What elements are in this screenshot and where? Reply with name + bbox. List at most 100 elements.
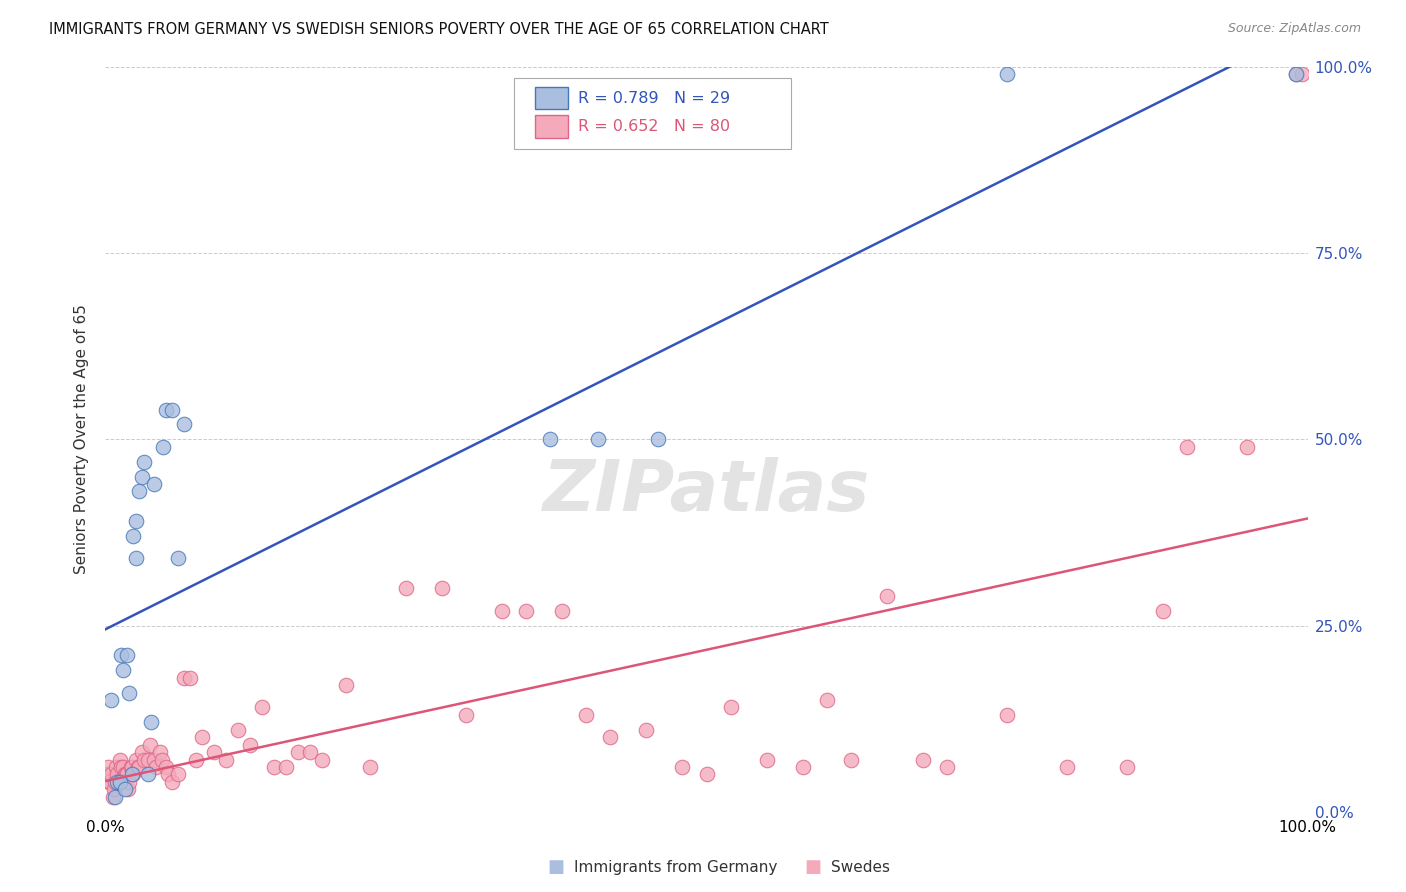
Text: Source: ZipAtlas.com: Source: ZipAtlas.com (1227, 22, 1361, 36)
Point (150, 753, 173, 767)
Point (142, 753, 165, 767)
Point (118, 775, 141, 789)
Point (1152, 604, 1174, 618)
Point (110, 648, 132, 663)
Point (454, 707, 477, 722)
Point (250, 700, 273, 714)
Point (115, 648, 138, 663)
Point (114, 767, 136, 781)
Point (100, 767, 122, 781)
Point (103, 782, 125, 797)
Point (117, 782, 139, 797)
Point (430, 582, 453, 596)
Point (226, 723, 249, 737)
Point (538, 433, 561, 447)
Point (588, 433, 610, 447)
Text: ■: ■ (804, 858, 821, 876)
Point (115, 767, 138, 781)
Point (108, 753, 131, 767)
Point (359, 760, 381, 774)
Point (155, 402, 177, 417)
Point (104, 789, 127, 804)
Point (636, 723, 658, 737)
Point (142, 477, 165, 491)
Text: Immigrants from Germany: Immigrants from Germany (574, 860, 778, 874)
Point (112, 760, 135, 774)
Point (132, 455, 155, 469)
Y-axis label: Seniors Poverty Over the Age of 65: Seniors Poverty Over the Age of 65 (75, 304, 90, 574)
Point (124, 753, 146, 767)
Point (184, 753, 207, 767)
Point (100, 693, 122, 707)
Point (128, 484, 150, 499)
Text: R = 0.789   N = 29: R = 0.789 N = 29 (578, 91, 730, 105)
Point (131, 469, 153, 483)
Point (755, 753, 778, 767)
Point (792, 760, 814, 774)
Point (599, 730, 621, 744)
Point (156, 767, 179, 781)
Point (335, 678, 357, 692)
Text: Swedes: Swedes (831, 860, 890, 874)
Point (876, 589, 898, 603)
Point (96, 767, 118, 781)
Point (173, 417, 195, 432)
Point (720, 700, 742, 714)
Point (98, 775, 121, 789)
Point (139, 738, 162, 752)
Point (124, 551, 146, 566)
Text: R = 0.652   N = 80: R = 0.652 N = 80 (578, 119, 730, 134)
Point (263, 760, 285, 774)
Point (121, 767, 143, 781)
Point (274, 760, 297, 774)
Point (136, 767, 159, 781)
Point (179, 671, 201, 685)
Point (166, 767, 188, 781)
Point (145, 760, 167, 774)
Point (214, 753, 236, 767)
Point (155, 760, 177, 774)
Point (110, 760, 132, 774)
Point (139, 715, 162, 730)
Point (936, 760, 959, 774)
Point (287, 745, 309, 759)
Point (173, 671, 195, 685)
Point (839, 753, 862, 767)
Point (1284, 67, 1306, 81)
Point (239, 738, 262, 752)
Point (124, 514, 146, 528)
Point (995, 67, 1018, 81)
Point (118, 685, 141, 699)
Point (132, 753, 155, 767)
Point (131, 745, 153, 759)
Point (647, 433, 669, 447)
Point (575, 707, 598, 722)
Point (1291, 67, 1313, 81)
Point (190, 730, 212, 744)
Point (160, 402, 183, 417)
Point (127, 760, 149, 774)
Point (911, 753, 934, 767)
Point (491, 604, 513, 618)
FancyBboxPatch shape (534, 115, 568, 137)
Point (115, 767, 138, 781)
Point (108, 775, 131, 789)
Point (122, 529, 145, 543)
Point (136, 753, 159, 767)
Text: ■: ■ (547, 858, 564, 876)
FancyBboxPatch shape (515, 78, 790, 149)
Point (107, 767, 129, 781)
Point (298, 745, 321, 759)
Point (202, 745, 225, 759)
Point (128, 760, 150, 774)
Text: ZIPatlas: ZIPatlas (543, 457, 870, 526)
Point (1284, 67, 1306, 81)
Point (122, 767, 145, 781)
Point (1116, 760, 1139, 774)
Point (98, 775, 121, 789)
Point (696, 767, 718, 781)
Point (101, 789, 124, 804)
Point (551, 604, 574, 618)
Point (815, 693, 838, 707)
Point (1236, 440, 1258, 454)
